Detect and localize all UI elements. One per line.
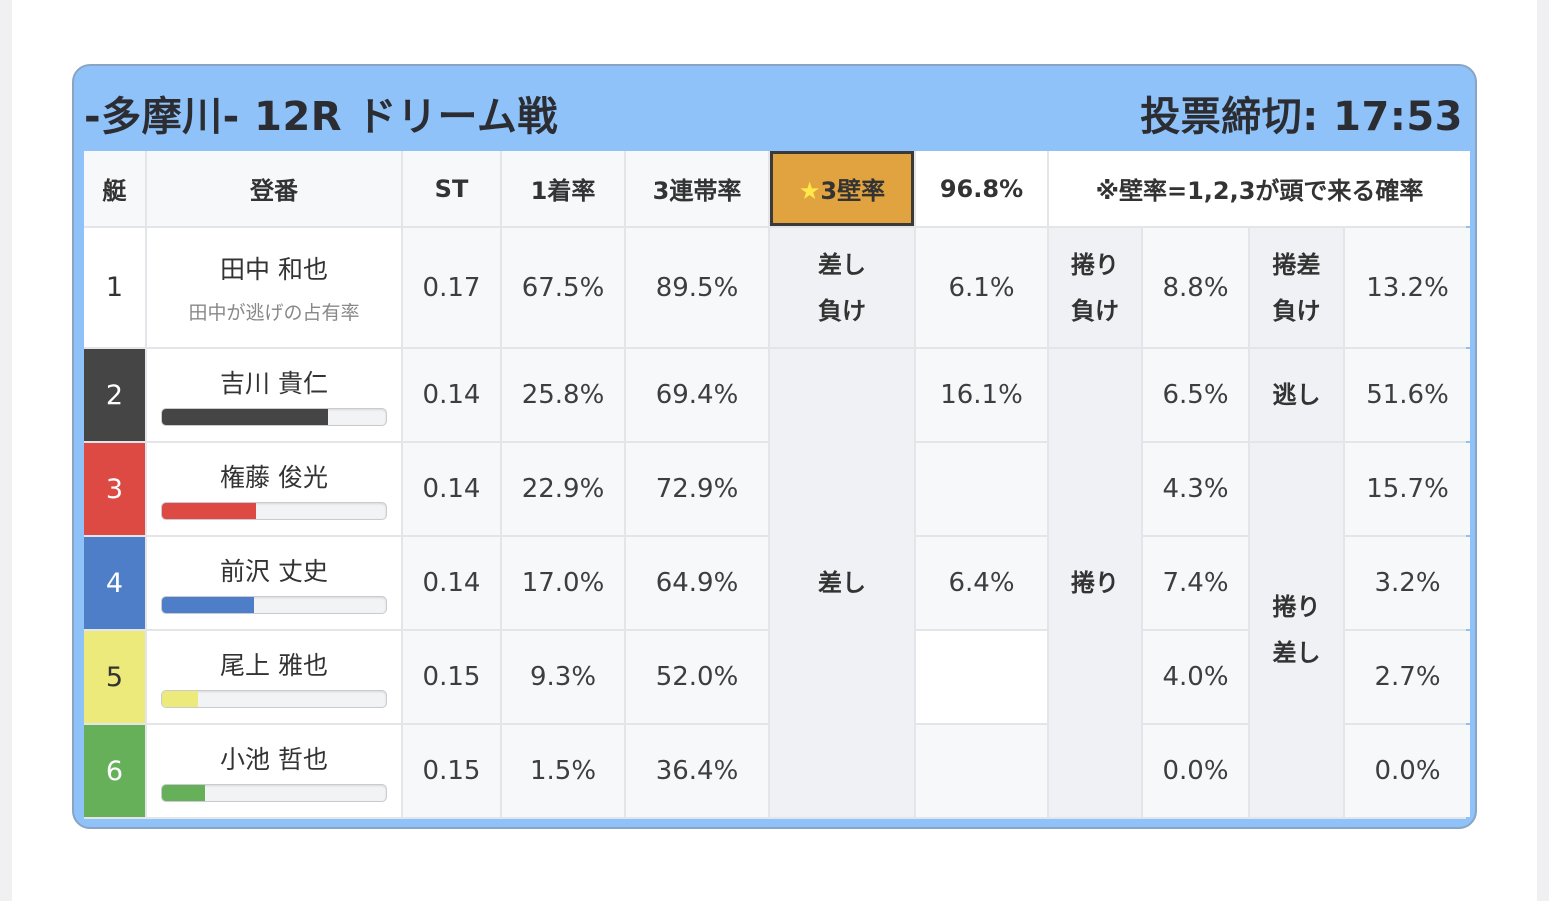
prediction-table: 艇 登番 ST 1着率 3連帯率 ★3壁率 96.8% ※壁率=1,2,3が頭で…: [82, 149, 1472, 819]
st-value: 0.14: [403, 443, 500, 535]
makurisashi-value: 0.0%: [1345, 725, 1471, 817]
makurisashi-value: 13.2%: [1345, 228, 1471, 347]
makuri-value: 4.0%: [1143, 631, 1248, 723]
racer-cell: 田中 和也 田中が逃げの占有率: [147, 228, 401, 347]
rate-bar: [161, 784, 387, 802]
voting-deadline: 投票締切: 17:53: [1140, 94, 1463, 140]
header-top3-rate: 3連帯率: [626, 151, 768, 226]
sashi-label: 差し: [770, 349, 914, 817]
race-card: -多摩川- 12R ドリーム戦 投票締切: 17:53: [72, 64, 1477, 829]
makuri-value: 0.0%: [1143, 725, 1248, 817]
wall-rate-note: ※壁率=1,2,3が頭で来る確率: [1049, 151, 1471, 226]
rate-bar-fill: [162, 503, 257, 519]
rate-bar-fill: [162, 691, 198, 707]
rate-bar: [161, 408, 387, 426]
boat-number: 2: [84, 349, 145, 441]
sashi-value: [916, 631, 1047, 723]
sashi-make-label: 差し 負け: [770, 228, 914, 347]
wall-rate-value: 96.8%: [916, 151, 1047, 226]
makurisashi-value: 3.2%: [1345, 537, 1471, 629]
makuri-value: 4.3%: [1143, 443, 1248, 535]
table-header-row: 艇 登番 ST 1着率 3連帯率 ★3壁率 96.8% ※壁率=1,2,3が頭で…: [84, 151, 1471, 226]
top3-rate-value: 36.4%: [626, 725, 768, 817]
page: -多摩川- 12R ドリーム戦 投票締切: 17:53: [12, 0, 1537, 901]
st-value: 0.14: [403, 537, 500, 629]
rate-bar: [161, 596, 387, 614]
makuri-make-label: 捲り 負け: [1049, 228, 1141, 347]
top3-rate-value: 52.0%: [626, 631, 768, 723]
first-rate-value: 9.3%: [502, 631, 624, 723]
makurisashi-value: 15.7%: [1345, 443, 1471, 535]
racer-cell: 権藤 俊光: [147, 443, 401, 535]
racer-name: 権藤 俊光: [220, 463, 328, 492]
top3-rate-value: 69.4%: [626, 349, 768, 441]
makuri-value: 6.5%: [1143, 349, 1248, 441]
header-racer: 登番: [147, 151, 401, 226]
makurisashi-label: 捲り 差し: [1250, 443, 1343, 817]
prediction-table-wrap: 艇 登番 ST 1着率 3連帯率 ★3壁率 96.8% ※壁率=1,2,3が頭で…: [84, 151, 1471, 819]
table-row: 6 小池 哲也 0.15 1.5% 36.4% 0.0% 0.0%: [84, 725, 1471, 817]
sashi-value: 6.4%: [916, 537, 1047, 629]
rate-bar-fill: [162, 597, 254, 613]
race-title: -多摩川- 12R ドリーム戦: [84, 94, 558, 140]
st-value: 0.14: [403, 349, 500, 441]
racer-name: 小池 哲也: [220, 745, 328, 774]
makuri-label: 捲り: [1049, 349, 1141, 817]
racer-cell: 尾上 雅也: [147, 631, 401, 723]
first-rate-value: 1.5%: [502, 725, 624, 817]
racer-name: 前沢 丈史: [220, 557, 328, 586]
st-value: 0.17: [403, 228, 500, 347]
rate-bar: [161, 502, 387, 520]
racer-cell: 前沢 丈史: [147, 537, 401, 629]
racer-name: 吉川 貴仁: [220, 369, 328, 398]
sashi-value: [916, 725, 1047, 817]
boat-number: 3: [84, 443, 145, 535]
first-rate-value: 22.9%: [502, 443, 624, 535]
top3-rate-value: 64.9%: [626, 537, 768, 629]
rate-bar: [161, 690, 387, 708]
makurisashi-make-label: 捲差 負け: [1250, 228, 1343, 347]
makuri-value: 8.8%: [1143, 228, 1248, 347]
table-row: 3 権藤 俊光 0.14 22.9% 72.9% 4.3% 捲り 差し 15.7…: [84, 443, 1471, 817]
racer-name: 田中 和也: [220, 255, 328, 284]
table-row: 4 前沢 丈史 0.14 17.0% 64.9% 6.4% 7.4% 3.2%: [84, 537, 1471, 629]
nige-label: 逃し: [1250, 349, 1343, 441]
racer-cell: 吉川 貴仁: [147, 349, 401, 441]
table-row: 2 吉川 貴仁 0.14 25.8% 69.4% 差し 16.1% 捲り 6.5…: [84, 349, 1471, 817]
wall-rate-label: 3壁率: [820, 177, 886, 205]
rate-bar-fill: [162, 785, 205, 801]
header-boat: 艇: [84, 151, 145, 226]
first-rate-value: 67.5%: [502, 228, 624, 347]
top3-rate-value: 72.9%: [626, 443, 768, 535]
racer-cell: 小池 哲也: [147, 725, 401, 817]
star-icon: ★: [798, 177, 821, 205]
boat-number: 4: [84, 537, 145, 629]
table-row: 5 尾上 雅也 0.15 9.3% 52.0% 4.0% 2.7%: [84, 631, 1471, 723]
rate-bar-fill: [162, 409, 328, 425]
header-wall-rate: ★3壁率: [770, 151, 914, 226]
boat-number: 5: [84, 631, 145, 723]
sashi-value: 6.1%: [916, 228, 1047, 347]
makuri-value: 7.4%: [1143, 537, 1248, 629]
sashi-value: [916, 443, 1047, 535]
makurisashi-value: 51.6%: [1345, 349, 1471, 441]
first-rate-value: 25.8%: [502, 349, 624, 441]
boat-number: 6: [84, 725, 145, 817]
racer-subtext: 田中が逃げの占有率: [188, 302, 360, 324]
header-first-rate: 1着率: [502, 151, 624, 226]
sashi-value: 16.1%: [916, 349, 1047, 441]
st-value: 0.15: [403, 631, 500, 723]
makurisashi-value: 2.7%: [1345, 631, 1471, 723]
top3-rate-value: 89.5%: [626, 228, 768, 347]
first-rate-value: 17.0%: [502, 537, 624, 629]
table-row: 1 田中 和也 田中が逃げの占有率 0.17 67.5% 89.5% 差し 負け…: [84, 228, 1471, 347]
racer-name: 尾上 雅也: [220, 651, 328, 680]
header-st: ST: [403, 151, 500, 226]
boat-number: 1: [84, 228, 145, 347]
st-value: 0.15: [403, 725, 500, 817]
